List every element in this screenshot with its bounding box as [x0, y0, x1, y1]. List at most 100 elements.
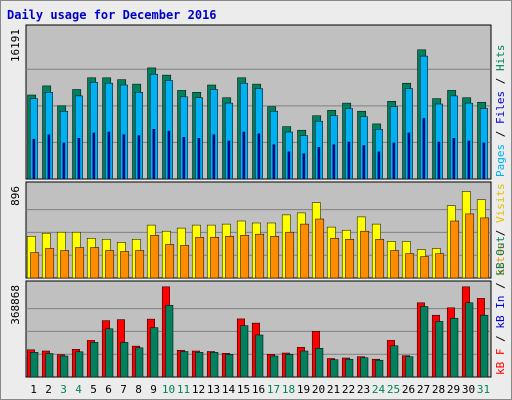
- bar-kb-out-day-11: [180, 351, 189, 378]
- panel-visits-sites: 896 Sites / Visits: [9, 181, 507, 279]
- bar-kb-out-day-19: [300, 350, 309, 378]
- day-label-14: 14: [222, 383, 236, 396]
- bar-kb-out-day-6: [105, 328, 114, 378]
- bar-sites-day-15: [240, 235, 250, 279]
- bar-sites-day-8: [135, 250, 145, 279]
- side-label-hits-files-pages: Pages / Files / Hits: [494, 45, 507, 178]
- bar-kb-out-day-30: [465, 302, 474, 378]
- day-label-13: 13: [207, 383, 220, 396]
- day-label-18: 18: [282, 383, 295, 396]
- bar-pages-day-26: [407, 132, 411, 180]
- bar-kb-out-day-31: [480, 314, 489, 378]
- bar-pages-day-28: [437, 141, 441, 180]
- y-max-label: 368868: [9, 285, 22, 325]
- bar-sites-day-26: [405, 253, 415, 279]
- bar-kb-out-day-17: [270, 355, 279, 378]
- day-label-17: 17: [267, 383, 280, 396]
- bar-pages-day-23: [362, 145, 366, 180]
- side-label-visits-sites: Sites / Visits: [494, 183, 507, 276]
- bar-sites-day-6: [105, 250, 115, 279]
- bar-sites-day-7: [120, 251, 130, 279]
- bar-sites-day-31: [480, 217, 490, 279]
- bar-kb-out-day-2: [45, 353, 54, 378]
- day-label-22: 22: [342, 383, 355, 396]
- bar-pages-day-20: [317, 147, 321, 180]
- bar-kb-out-day-20: [315, 348, 324, 378]
- side-label-part: Files: [494, 91, 507, 124]
- day-label-2: 2: [45, 383, 52, 396]
- bar-sites-day-13: [210, 237, 220, 279]
- bar-kb-out-day-27: [420, 306, 429, 378]
- chart-panels: 16191 Pages / Files / Hits 896 Sites / Visi…: [9, 24, 507, 378]
- day-label-11: 11: [177, 383, 190, 396]
- day-label-8: 8: [135, 383, 142, 396]
- bar-sites-day-2: [45, 248, 55, 279]
- y-max-label: 896: [9, 186, 22, 206]
- bar-pages-day-11: [182, 137, 186, 180]
- side-label-part: kB Out: [494, 236, 507, 276]
- bar-pages-day-29: [452, 138, 456, 180]
- bar-pages-day-22: [347, 141, 351, 180]
- day-label-26: 26: [402, 383, 415, 396]
- day-label-20: 20: [312, 383, 325, 396]
- bar-kb-out-day-29: [450, 317, 459, 378]
- bar-pages-day-15: [242, 131, 246, 180]
- bar-pages-day-30: [467, 140, 471, 180]
- bar-pages-day-6: [107, 131, 111, 180]
- day-label-25: 25: [387, 383, 400, 396]
- bar-sites-day-14: [225, 236, 235, 279]
- bar-kb-out-day-3: [60, 355, 69, 378]
- day-label-9: 9: [150, 383, 157, 396]
- day-label-23: 23: [357, 383, 370, 396]
- panel-hits-files-pages: 16191 Pages / Files / Hits: [9, 24, 507, 180]
- bar-sites-day-25: [390, 250, 400, 279]
- bar-pages-day-2: [47, 134, 51, 180]
- y-max-label: 16191: [9, 29, 22, 62]
- side-label-part: /: [494, 124, 507, 144]
- side-label-part: /: [494, 329, 507, 349]
- day-label-16: 16: [252, 383, 265, 396]
- bar-kb-out-day-25: [390, 345, 399, 378]
- bar-kb-out-day-26: [405, 356, 414, 378]
- bar-kb-out-day-9: [150, 327, 159, 378]
- bar-pages-day-18: [287, 151, 291, 180]
- day-label-29: 29: [447, 383, 460, 396]
- side-label-part: /: [494, 71, 507, 91]
- side-label-part: /: [494, 223, 507, 243]
- bar-sites-day-3: [60, 250, 70, 279]
- bar-pages-day-8: [137, 135, 141, 180]
- bar-sites-day-17: [270, 236, 280, 279]
- bar-pages-day-14: [227, 140, 231, 180]
- bar-pages-day-10: [167, 130, 171, 180]
- side-label-kbf-kbin-kbout: kB F / kB In / kB Out: [494, 236, 507, 375]
- bar-pages-day-9: [152, 129, 156, 180]
- bar-sites-day-29: [450, 220, 460, 279]
- day-label-6: 6: [105, 383, 112, 396]
- bar-pages-day-25: [392, 142, 396, 180]
- day-label-31: 31: [477, 383, 490, 396]
- bar-sites-day-9: [150, 235, 160, 279]
- bar-sites-day-28: [435, 253, 445, 279]
- bar-pages-day-16: [257, 133, 261, 180]
- bar-kb-out-day-10: [165, 305, 174, 378]
- bar-pages-day-13: [212, 134, 216, 180]
- bar-kb-out-day-7: [120, 342, 129, 378]
- bar-kb-out-day-18: [285, 354, 294, 378]
- day-labels: 1 2 3 4 5 6 7 8 9 10 11 12 13 14 15 16 17 18 19 20 21 22 23 24 2…: [30, 383, 490, 396]
- day-label-10: 10: [162, 383, 175, 396]
- day-label-19: 19: [297, 383, 310, 396]
- bar-kb-out-day-13: [210, 352, 219, 378]
- bar-sites-day-16: [255, 233, 265, 279]
- bar-pages-day-5: [92, 132, 96, 180]
- bar-kb-out-day-21: [330, 359, 339, 378]
- bar-kb-out-day-23: [360, 357, 369, 378]
- side-label-part: Sites: [494, 243, 507, 276]
- bar-kb-out-day-14: [225, 354, 234, 378]
- bar-pages-day-19: [302, 153, 306, 180]
- bar-pages-day-24: [377, 151, 381, 180]
- bar-sites-day-27: [420, 256, 430, 279]
- side-label-part: Visits: [494, 183, 507, 223]
- bar-pages-day-3: [62, 142, 66, 180]
- bar-pages-day-27: [422, 118, 426, 180]
